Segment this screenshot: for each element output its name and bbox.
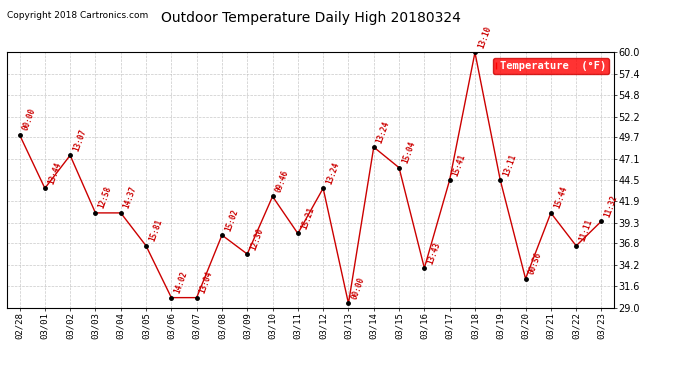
Text: 13:43: 13:43 (426, 240, 442, 265)
Text: Copyright 2018 Cartronics.com: Copyright 2018 Cartronics.com (7, 11, 148, 20)
Text: 00:00: 00:00 (21, 107, 37, 132)
Text: 15:41: 15:41 (451, 152, 467, 177)
Text: 15:21: 15:21 (299, 206, 315, 231)
Text: 15:44: 15:44 (552, 185, 569, 210)
Text: Outdoor Temperature Daily High 20180324: Outdoor Temperature Daily High 20180324 (161, 11, 460, 25)
Text: 11:32: 11:32 (603, 194, 619, 218)
Text: 14:37: 14:37 (122, 185, 139, 210)
Text: 09:46: 09:46 (274, 169, 290, 194)
Text: 00:56: 00:56 (527, 251, 543, 276)
Text: 13:24: 13:24 (375, 120, 391, 144)
Text: 15:04: 15:04 (400, 140, 417, 165)
Text: 12:58: 12:58 (97, 185, 113, 210)
Text: 11:11: 11:11 (578, 218, 594, 243)
Text: 13:11: 13:11 (502, 152, 518, 177)
Text: 00:00: 00:00 (350, 276, 366, 301)
Text: 13:10: 13:10 (476, 25, 493, 50)
Text: 15:02: 15:02 (224, 207, 239, 232)
Text: 15:81: 15:81 (148, 218, 164, 243)
Text: 13:04: 13:04 (198, 270, 215, 295)
Text: 14:02: 14:02 (172, 270, 189, 295)
Legend: Temperature  (°F): Temperature (°F) (493, 58, 609, 74)
Text: 13:07: 13:07 (72, 128, 88, 153)
Text: 13:24: 13:24 (324, 160, 341, 186)
Text: 13:44: 13:44 (46, 160, 63, 186)
Text: 12:30: 12:30 (248, 226, 265, 251)
